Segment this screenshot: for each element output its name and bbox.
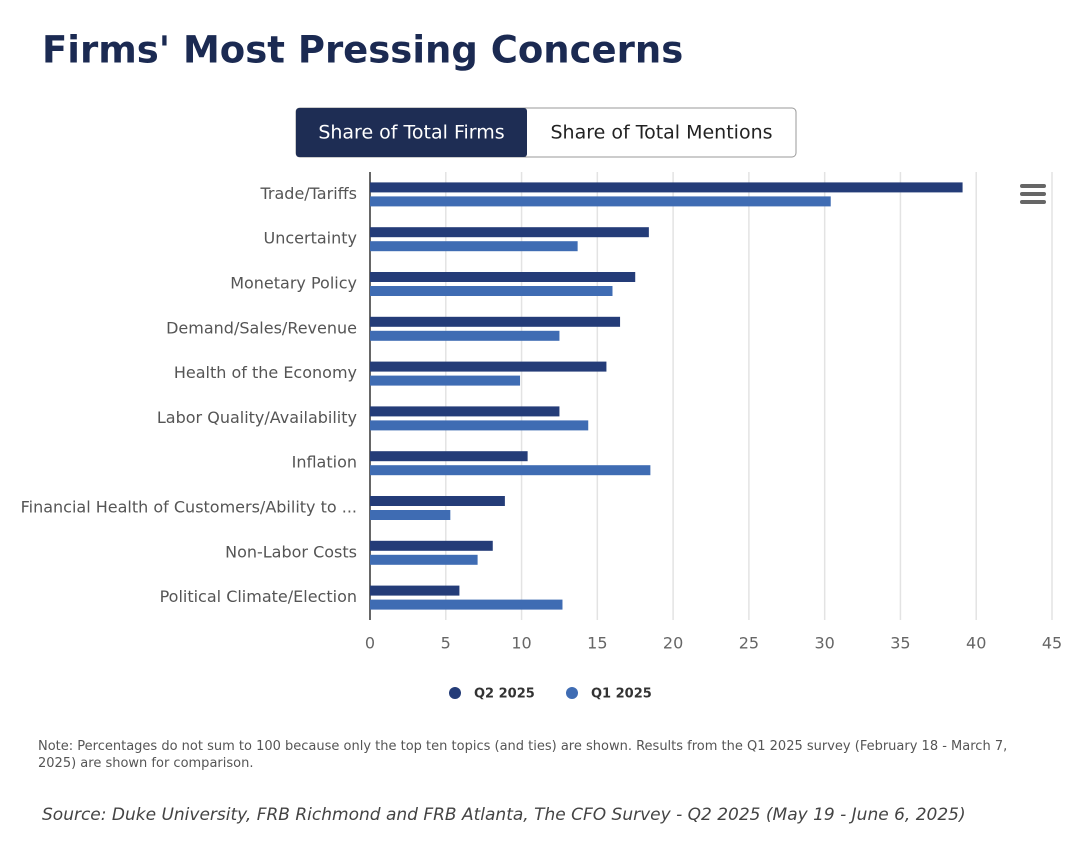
- y-tick-label: Political Climate/Election: [160, 587, 357, 606]
- bar: [370, 227, 649, 238]
- x-tick-label: 30: [814, 634, 834, 653]
- bar: [370, 196, 831, 207]
- bar: [370, 451, 528, 462]
- chart-title: Firms' Most Pressing Concerns: [42, 29, 683, 72]
- x-tick-label: 25: [739, 634, 759, 653]
- bar: [370, 420, 589, 431]
- y-tick-label: Non-Labor Costs: [225, 542, 357, 561]
- bar: [370, 599, 563, 610]
- y-tick-label: Labor Quality/Availability: [157, 408, 357, 427]
- menu-line: [1020, 192, 1046, 196]
- bar: [370, 272, 636, 282]
- y-tick-label: Health of the Economy: [174, 363, 357, 382]
- bar: [370, 375, 521, 386]
- source: Source: Duke University, FRB Richmond an…: [42, 805, 966, 825]
- toggle-option[interactable]: Share of Total Mentions: [550, 122, 772, 144]
- bar: [370, 585, 460, 596]
- bar: [370, 510, 451, 520]
- y-tick-label: Inflation: [292, 453, 357, 472]
- bar: [370, 361, 607, 372]
- x-tick-label: 35: [890, 634, 910, 653]
- bar: [370, 330, 560, 341]
- y-tick-label: Financial Health of Customers/Ability to…: [21, 498, 357, 517]
- x-tick-label: 20: [663, 634, 683, 653]
- toggle-active-bg: [296, 108, 527, 157]
- bar: [370, 182, 963, 193]
- bar: [370, 540, 493, 551]
- x-tick-label: 5: [441, 634, 451, 653]
- y-tick-label: Demand/Sales/Revenue: [166, 318, 357, 337]
- note: Note: Percentages do not sum to 100 beca…: [38, 739, 1008, 771]
- x-tick-label: 0: [365, 634, 375, 653]
- legend-marker: [449, 687, 461, 699]
- legend-marker: [566, 687, 578, 699]
- x-tick-label: 45: [1042, 634, 1062, 653]
- toggle-option[interactable]: Share of Total Firms: [318, 122, 504, 144]
- menu-line: [1020, 200, 1046, 204]
- bar: [370, 465, 651, 476]
- y-tick-label: Monetary Policy: [230, 274, 357, 293]
- x-tick-label: 15: [587, 634, 607, 653]
- x-tick-label: 40: [966, 634, 986, 653]
- bar: [370, 496, 505, 506]
- menu-icon[interactable]: [1020, 184, 1046, 204]
- menu-line: [1020, 184, 1046, 188]
- legend-label[interactable]: Q2 2025: [474, 687, 535, 702]
- legend-label[interactable]: Q1 2025: [591, 687, 652, 702]
- x-tick-label: 10: [511, 634, 531, 653]
- y-tick-label: Uncertainty: [264, 229, 357, 248]
- y-tick-label: Trade/Tariffs: [259, 184, 357, 203]
- bar: [370, 316, 621, 327]
- bar: [370, 241, 578, 252]
- bar: [370, 406, 560, 417]
- bar: [370, 554, 478, 565]
- bar: [370, 286, 613, 296]
